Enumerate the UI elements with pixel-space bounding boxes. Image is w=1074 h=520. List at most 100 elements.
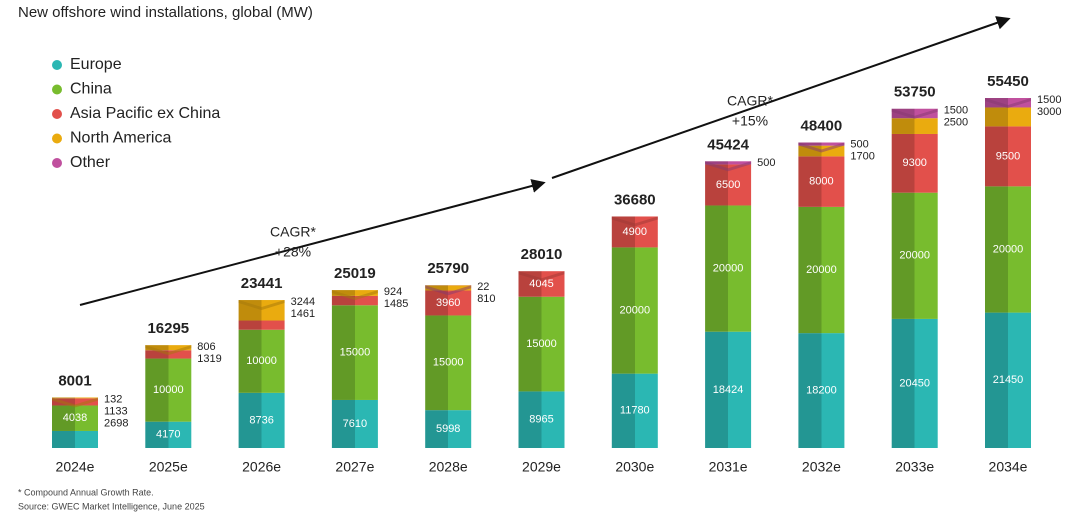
total-label: 8001 xyxy=(58,372,91,389)
bar-cap-shade xyxy=(238,300,285,311)
x-tick-label: 2032e xyxy=(802,459,841,475)
legend-text: Europe xyxy=(70,56,122,73)
legend-text: Other xyxy=(70,154,111,171)
segment-label: 20000 xyxy=(993,243,1024,255)
footnote: * Compound Annual Growth Rate. xyxy=(18,487,154,497)
legend-text: Asia Pacific ex China xyxy=(70,105,220,122)
outside-label: 1133 xyxy=(104,405,128,417)
bar-cap-shade xyxy=(985,98,1031,108)
bar-cap-shade xyxy=(145,345,192,356)
outside-label: 1500 xyxy=(1037,94,1061,106)
bar-segment xyxy=(52,398,98,406)
footnote: Source: GWEC Market Intelligence, June 2… xyxy=(18,501,205,511)
total-label: 45424 xyxy=(707,136,749,153)
segment-label: 4045 xyxy=(529,278,553,290)
total-label: 23441 xyxy=(241,275,283,292)
bar-segment xyxy=(798,156,845,207)
outside-label: 1500 xyxy=(944,105,968,117)
trend-arrow xyxy=(551,16,1011,179)
bar-cap-shade xyxy=(52,397,98,408)
bar-segment xyxy=(238,329,285,393)
outside-label: 1319 xyxy=(197,353,221,365)
bar-segment xyxy=(891,118,938,134)
x-tick-label: 2031e xyxy=(709,459,748,475)
x-tick-label: 2027e xyxy=(335,459,374,475)
bar-segment xyxy=(891,133,938,193)
legend-text: North America xyxy=(70,130,171,147)
legend-text: China xyxy=(70,81,112,98)
outside-label: 1485 xyxy=(384,298,408,310)
bar-segment xyxy=(798,206,845,334)
bar-segment xyxy=(331,290,378,296)
bar-segment xyxy=(985,186,1031,313)
segment-label: 20450 xyxy=(899,377,930,389)
bar-segment xyxy=(705,331,752,448)
segment-label: 8736 xyxy=(249,414,273,426)
legend-marker xyxy=(52,84,62,95)
x-tick-label: 2024e xyxy=(56,459,95,475)
bar-segment xyxy=(145,345,192,351)
bar-segment xyxy=(52,405,98,431)
segment-label: 11780 xyxy=(620,405,650,417)
bar-segment xyxy=(238,392,285,448)
bar-segment xyxy=(425,285,472,291)
total-label: 25019 xyxy=(334,265,376,282)
bar-segment xyxy=(52,397,98,399)
bar-cap-shade xyxy=(705,161,752,172)
bar-cap-shade xyxy=(798,142,845,153)
total-label: 16295 xyxy=(147,320,189,337)
outside-label: 2698 xyxy=(104,417,128,429)
bar-segment xyxy=(798,333,845,448)
x-tick-label: 2026e xyxy=(242,459,281,475)
outside-label: 500 xyxy=(850,138,868,150)
outside-label: 3000 xyxy=(1037,106,1061,118)
bar-segment xyxy=(518,391,565,448)
bar-segment xyxy=(331,305,378,400)
total-label: 55450 xyxy=(987,73,1029,90)
outside-label: 806 xyxy=(197,341,215,353)
segment-label: 4038 xyxy=(63,412,87,424)
bar-segment xyxy=(425,410,472,448)
outside-label: 22 xyxy=(477,281,489,293)
segment-label: 21450 xyxy=(993,374,1024,386)
x-tick-label: 2028e xyxy=(429,459,468,475)
segment-label: 15000 xyxy=(340,347,371,359)
bar-segment xyxy=(985,126,1031,187)
outside-label: 1700 xyxy=(850,150,874,162)
segment-label: 15000 xyxy=(526,338,557,350)
segment-label: 7610 xyxy=(343,418,367,430)
outside-label: 500 xyxy=(757,157,775,169)
total-label: 28010 xyxy=(521,246,563,263)
bar-cap-shade xyxy=(425,285,472,296)
bar-segment xyxy=(705,205,752,332)
x-tick-label: 2030e xyxy=(615,459,654,475)
bar-segment xyxy=(331,399,378,448)
segment-label: 10000 xyxy=(246,355,277,367)
segment-label: 4170 xyxy=(156,429,180,441)
legend-marker xyxy=(52,60,62,70)
bar-segment xyxy=(891,318,938,448)
bar-segment xyxy=(238,320,285,330)
bar-segment xyxy=(331,295,378,306)
outside-label: 1461 xyxy=(291,308,315,320)
bar-segment xyxy=(611,373,658,448)
outside-label: 924 xyxy=(384,286,402,298)
bar-cap-shade xyxy=(611,216,658,227)
legend-marker xyxy=(52,109,62,119)
segment-label: 4900 xyxy=(623,226,647,238)
chart-title: New offshore wind installations, global … xyxy=(18,4,313,21)
segment-label: 6500 xyxy=(716,179,740,191)
segment-label: 10000 xyxy=(153,384,184,396)
segment-label: 20000 xyxy=(620,304,651,316)
bar-segment xyxy=(891,192,938,319)
cagr-label: CAGR* xyxy=(270,224,316,240)
segment-label: 18200 xyxy=(806,384,837,396)
total-label: 36680 xyxy=(614,191,656,208)
bar-segment xyxy=(891,108,938,119)
segment-label: 5998 xyxy=(436,423,460,435)
outside-label: 3244 xyxy=(291,296,315,308)
bar-cap-shade xyxy=(891,108,938,119)
segment-label: 8965 xyxy=(529,414,553,426)
cagr-value: +15% xyxy=(732,113,768,129)
